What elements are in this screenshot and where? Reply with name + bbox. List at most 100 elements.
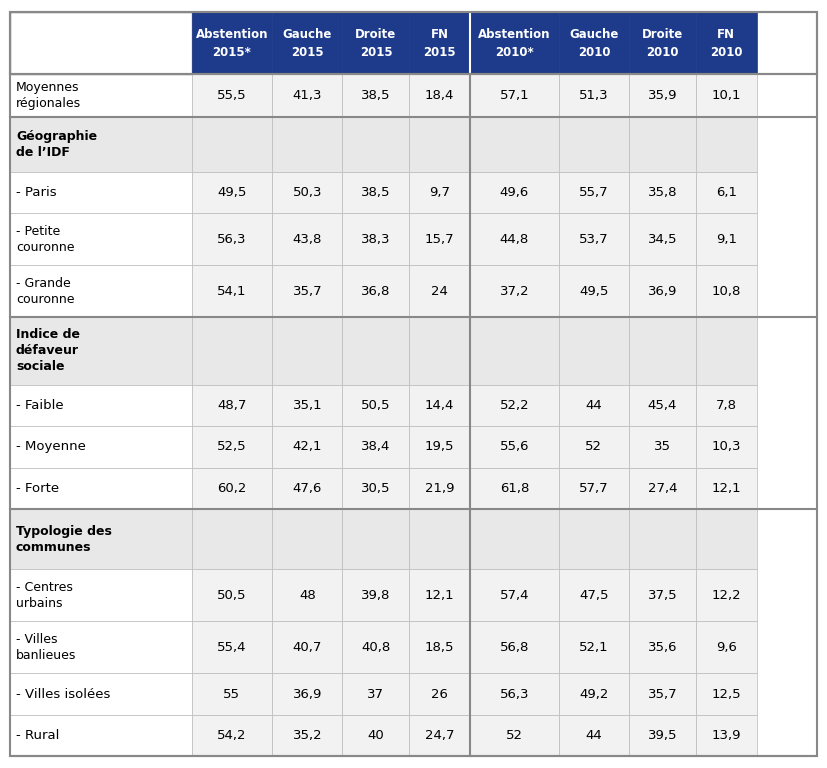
Text: - Paris: - Paris [16,186,56,199]
Bar [559,265,629,317]
Bar [192,621,272,674]
Bar [342,317,409,385]
Bar [192,74,272,118]
Bar [10,569,192,621]
Bar [409,118,470,171]
Text: - Forte: - Forte [16,482,59,495]
Bar [696,74,757,118]
Bar [559,569,629,621]
Bar [192,265,272,317]
Bar [342,213,409,265]
Text: Droite: Droite [356,28,397,41]
Bar [696,317,757,385]
Bar [409,265,470,317]
Bar [559,118,629,171]
Bar [272,674,342,715]
Bar [342,715,409,756]
Text: 43,8: 43,8 [293,233,322,246]
Text: 35,7: 35,7 [293,284,323,297]
Bar [409,509,470,569]
Text: 61,8: 61,8 [500,482,529,495]
Bar [342,171,409,213]
Text: 37: 37 [367,687,385,700]
Bar [342,426,409,468]
Text: 40,7: 40,7 [293,641,322,654]
Text: 52,2: 52,2 [500,399,529,412]
Bar [470,12,559,74]
Text: 12,1: 12,1 [711,482,741,495]
Text: 37,2: 37,2 [500,284,529,297]
Text: 40,8: 40,8 [361,641,390,654]
Text: 57,7: 57,7 [579,482,609,495]
Text: 6,1: 6,1 [716,186,737,199]
Text: 49,6: 49,6 [500,186,529,199]
Text: 2015*: 2015* [213,45,251,58]
Text: 7,8: 7,8 [716,399,737,412]
Text: 35: 35 [654,440,671,453]
Bar [342,385,409,426]
Text: 48,7: 48,7 [218,399,246,412]
Bar [272,213,342,265]
Bar [559,468,629,509]
Text: 55,5: 55,5 [217,89,246,102]
Bar [342,674,409,715]
Text: - Villes isolées: - Villes isolées [16,687,110,700]
Text: 56,3: 56,3 [500,687,529,700]
Bar [409,385,470,426]
Bar [342,569,409,621]
Bar [192,171,272,213]
Bar [272,426,342,468]
Bar [342,12,409,74]
Text: 36,9: 36,9 [648,284,677,297]
Bar [272,569,342,621]
Text: 52,5: 52,5 [217,440,246,453]
Bar [629,715,696,756]
Text: 54,2: 54,2 [218,729,246,742]
Bar [559,715,629,756]
Text: 24: 24 [432,284,448,297]
Bar [409,569,470,621]
Bar [470,715,559,756]
Text: 14,4: 14,4 [425,399,454,412]
Bar [10,621,192,674]
Text: - Villes
banlieues: - Villes banlieues [16,633,76,662]
Bar [470,171,559,213]
Text: - Centres
urbains: - Centres urbains [16,581,73,610]
Text: 19,5: 19,5 [425,440,455,453]
Bar [409,12,470,74]
Text: 40: 40 [367,729,385,742]
Bar [272,621,342,674]
Bar [10,509,192,569]
Text: Abstention: Abstention [478,28,551,41]
Bar [272,12,342,74]
Bar [696,569,757,621]
Bar [629,118,696,171]
Text: 49,5: 49,5 [218,186,246,199]
Bar [696,118,757,171]
Bar [10,317,192,385]
Text: 56,8: 56,8 [500,641,529,654]
Text: 10,1: 10,1 [711,89,741,102]
Text: 41,3: 41,3 [293,89,322,102]
Text: 56,3: 56,3 [218,233,246,246]
Bar [470,213,559,265]
Bar [470,621,559,674]
Bar [470,674,559,715]
Bar [559,385,629,426]
Text: - Faible: - Faible [16,399,64,412]
Bar [696,468,757,509]
Bar [192,426,272,468]
Text: Géographie
de l’IDF: Géographie de l’IDF [16,130,97,159]
Text: 39,5: 39,5 [648,729,677,742]
Text: 44: 44 [586,729,602,742]
Text: 35,7: 35,7 [648,687,677,700]
Bar [192,715,272,756]
Text: 24,7: 24,7 [425,729,455,742]
Bar [696,385,757,426]
Text: 38,5: 38,5 [361,186,390,199]
Bar [629,385,696,426]
Text: Gauche: Gauche [283,28,332,41]
Bar [629,426,696,468]
Text: 52: 52 [506,729,523,742]
Bar [629,509,696,569]
